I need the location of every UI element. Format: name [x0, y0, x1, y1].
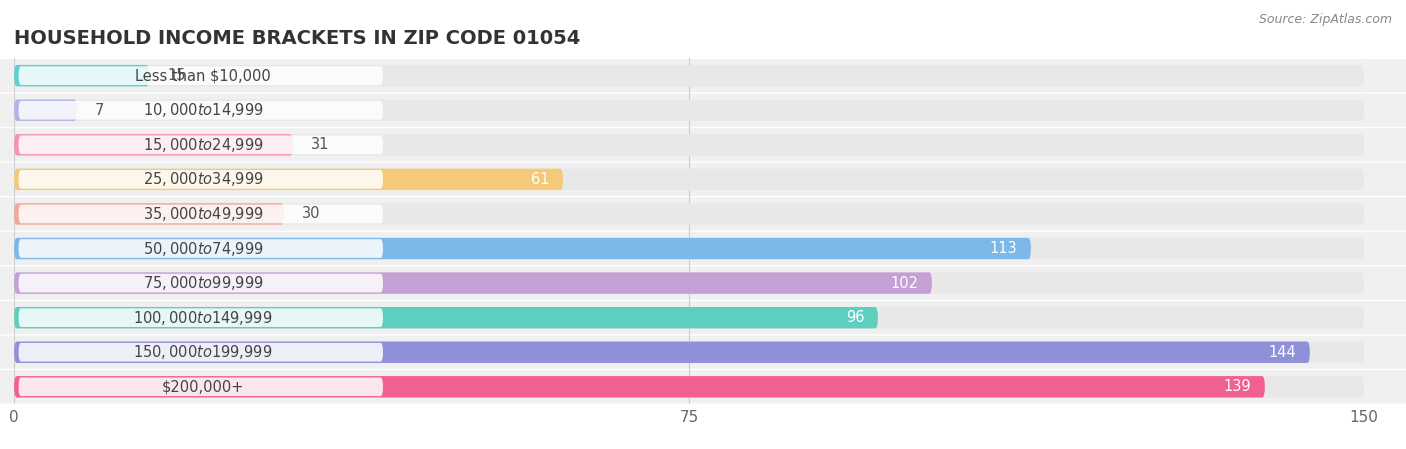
- FancyBboxPatch shape: [14, 273, 932, 294]
- FancyBboxPatch shape: [18, 239, 382, 258]
- Text: $150,000 to $199,999: $150,000 to $199,999: [134, 343, 273, 361]
- Text: 113: 113: [990, 241, 1018, 256]
- FancyBboxPatch shape: [14, 134, 292, 155]
- FancyBboxPatch shape: [14, 238, 1031, 259]
- FancyBboxPatch shape: [0, 336, 1406, 369]
- Text: $50,000 to $74,999: $50,000 to $74,999: [142, 239, 263, 258]
- Text: 102: 102: [890, 276, 918, 291]
- FancyBboxPatch shape: [0, 94, 1406, 127]
- FancyBboxPatch shape: [0, 232, 1406, 265]
- FancyBboxPatch shape: [14, 134, 1364, 155]
- Text: $10,000 to $14,999: $10,000 to $14,999: [142, 101, 263, 119]
- FancyBboxPatch shape: [18, 205, 382, 223]
- FancyBboxPatch shape: [14, 100, 77, 121]
- Text: $15,000 to $24,999: $15,000 to $24,999: [142, 136, 263, 154]
- FancyBboxPatch shape: [18, 308, 382, 327]
- FancyBboxPatch shape: [18, 101, 382, 119]
- FancyBboxPatch shape: [14, 203, 1364, 224]
- FancyBboxPatch shape: [18, 136, 382, 154]
- FancyBboxPatch shape: [18, 66, 382, 85]
- FancyBboxPatch shape: [14, 65, 1364, 86]
- FancyBboxPatch shape: [0, 267, 1406, 299]
- FancyBboxPatch shape: [14, 100, 1364, 121]
- Text: 61: 61: [531, 172, 550, 187]
- FancyBboxPatch shape: [0, 198, 1406, 230]
- Text: $35,000 to $49,999: $35,000 to $49,999: [142, 205, 263, 223]
- Text: $75,000 to $99,999: $75,000 to $99,999: [142, 274, 263, 292]
- FancyBboxPatch shape: [14, 342, 1364, 363]
- Text: $25,000 to $34,999: $25,000 to $34,999: [142, 170, 263, 189]
- Text: $100,000 to $149,999: $100,000 to $149,999: [134, 308, 273, 327]
- FancyBboxPatch shape: [0, 163, 1406, 196]
- FancyBboxPatch shape: [14, 238, 1364, 259]
- FancyBboxPatch shape: [14, 376, 1364, 397]
- FancyBboxPatch shape: [14, 203, 284, 224]
- Text: 139: 139: [1223, 379, 1251, 394]
- FancyBboxPatch shape: [14, 273, 1364, 294]
- FancyBboxPatch shape: [14, 65, 149, 86]
- FancyBboxPatch shape: [14, 169, 1364, 190]
- FancyBboxPatch shape: [0, 59, 1406, 92]
- FancyBboxPatch shape: [18, 343, 382, 361]
- FancyBboxPatch shape: [14, 376, 1265, 397]
- Text: $200,000+: $200,000+: [162, 379, 245, 394]
- Text: Less than $10,000: Less than $10,000: [135, 68, 271, 83]
- FancyBboxPatch shape: [14, 307, 877, 328]
- Text: 30: 30: [302, 207, 321, 221]
- Text: Source: ZipAtlas.com: Source: ZipAtlas.com: [1258, 13, 1392, 26]
- FancyBboxPatch shape: [0, 301, 1406, 334]
- FancyBboxPatch shape: [14, 307, 1364, 328]
- FancyBboxPatch shape: [0, 370, 1406, 403]
- Text: HOUSEHOLD INCOME BRACKETS IN ZIP CODE 01054: HOUSEHOLD INCOME BRACKETS IN ZIP CODE 01…: [14, 30, 581, 48]
- Text: 31: 31: [311, 137, 329, 152]
- Text: 144: 144: [1268, 345, 1296, 360]
- FancyBboxPatch shape: [18, 378, 382, 396]
- Text: 7: 7: [96, 103, 104, 118]
- FancyBboxPatch shape: [0, 128, 1406, 161]
- FancyBboxPatch shape: [18, 170, 382, 189]
- Text: 96: 96: [846, 310, 865, 325]
- Text: 15: 15: [167, 68, 186, 83]
- FancyBboxPatch shape: [14, 342, 1310, 363]
- FancyBboxPatch shape: [18, 274, 382, 292]
- FancyBboxPatch shape: [14, 169, 562, 190]
